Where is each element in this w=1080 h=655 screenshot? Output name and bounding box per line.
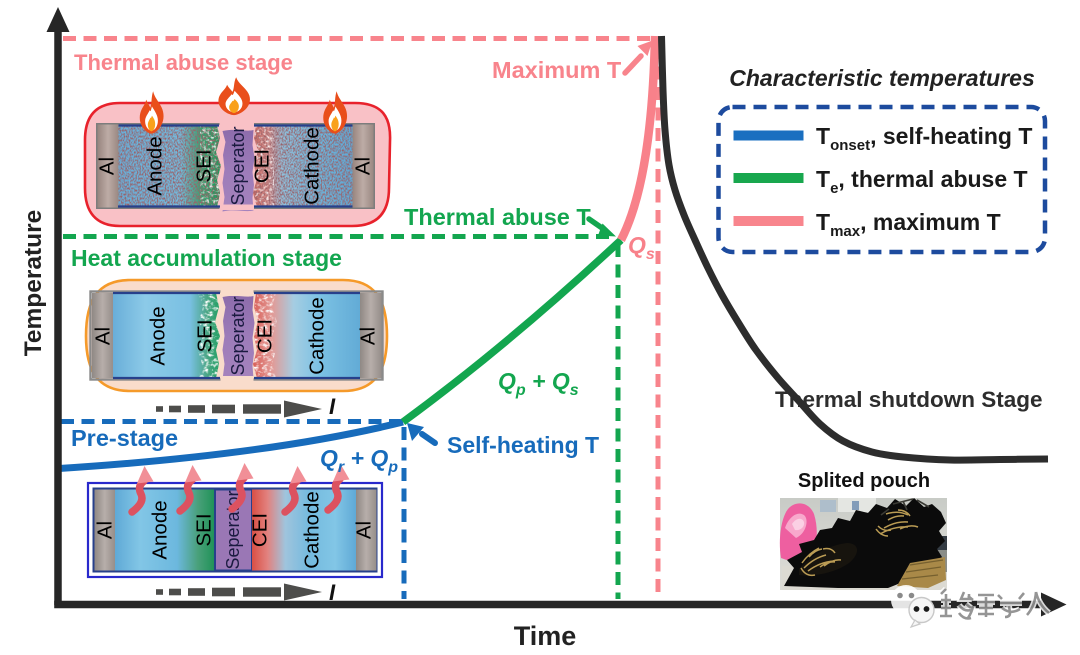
svg-text:SEI: SEI	[193, 513, 216, 546]
svg-text:Seperator: Seperator	[228, 296, 248, 375]
svg-text:Qp + Qs: Qp + Qs	[498, 368, 579, 399]
svg-text:Seperator: Seperator	[223, 490, 243, 569]
svg-text:Cathode: Cathode	[301, 127, 324, 205]
svg-text:Anode: Anode	[144, 136, 167, 195]
svg-text:Tonset, self-heating T: Tonset, self-heating T	[816, 123, 1032, 154]
svg-text:Te, thermal abuse T: Te, thermal abuse T	[816, 166, 1028, 197]
svg-text:Temperature: Temperature	[20, 210, 47, 357]
svg-text:Al: Al	[94, 521, 117, 539]
svg-text:Splited pouch: Splited pouch	[798, 470, 930, 492]
svg-text:Self-heating T: Self-heating T	[447, 432, 599, 458]
svg-text:Tmax, maximum T: Tmax, maximum T	[816, 209, 1001, 240]
svg-text:Qr + Qp: Qr + Qp	[320, 445, 398, 476]
svg-text:Thermal abuse T: Thermal abuse T	[404, 204, 591, 230]
svg-text:Qs: Qs	[628, 232, 655, 263]
svg-text:Maximum T: Maximum T	[492, 57, 622, 83]
svg-text:Pre-stage: Pre-stage	[71, 425, 178, 451]
svg-text:Anode: Anode	[147, 306, 170, 365]
svg-text:Thermal abuse stage: Thermal abuse stage	[74, 50, 293, 75]
svg-text:SEI: SEI	[193, 149, 216, 182]
svg-text:CEI: CEI	[254, 319, 277, 353]
svg-text:Anode: Anode	[149, 500, 172, 559]
svg-text:I: I	[329, 394, 336, 419]
svg-text:Thermal shutdown Stage: Thermal shutdown Stage	[775, 387, 1043, 412]
svg-text:I: I	[329, 580, 336, 605]
svg-text:Heat accumulation stage: Heat accumulation stage	[71, 245, 342, 271]
svg-text:SEI: SEI	[194, 319, 217, 352]
svg-text:Al: Al	[353, 521, 376, 539]
svg-text:Cathode: Cathode	[301, 491, 324, 569]
svg-text:Time: Time	[514, 621, 577, 651]
svg-text:Characteristic temperatures: Characteristic temperatures	[729, 65, 1035, 91]
svg-text:Al: Al	[352, 157, 375, 175]
svg-text:Al: Al	[96, 157, 119, 175]
svg-text:CEI: CEI	[251, 149, 274, 183]
svg-text:Al: Al	[357, 327, 380, 345]
svg-text:Seperator: Seperator	[228, 126, 248, 205]
svg-text:Al: Al	[92, 327, 115, 345]
svg-text:Cathode: Cathode	[306, 297, 329, 375]
svg-text:CEI: CEI	[249, 513, 272, 547]
